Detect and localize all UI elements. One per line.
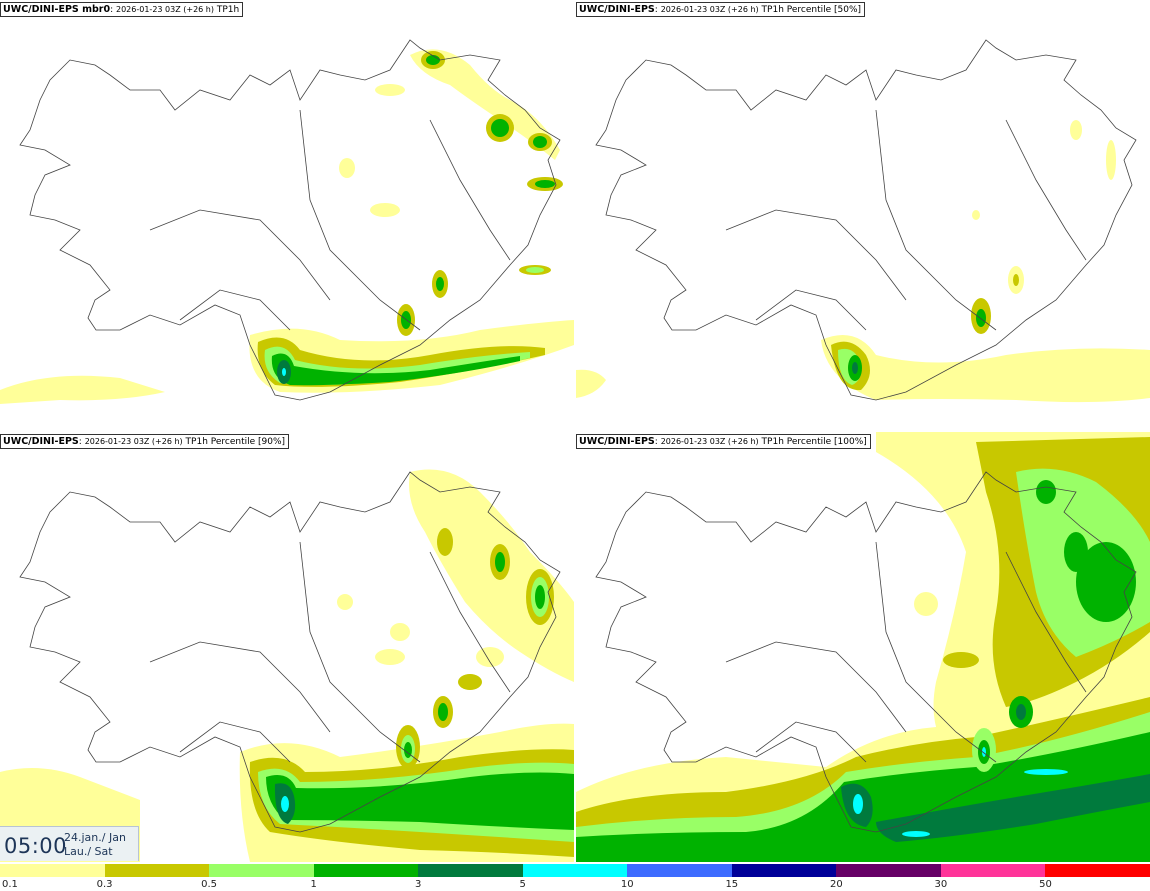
run-timestamp: 2026-01-23 03Z (+26 h) — [660, 437, 759, 446]
map-canvas — [0, 469, 574, 862]
model-source: UWC/DINI-EPS — [579, 4, 655, 15]
legend-tick-label: 50 — [1039, 879, 1052, 890]
color-legend: 0.1 0.3 0.5 1 3 5 10 15 20 30 50 — [0, 862, 1150, 891]
precip-field — [0, 49, 574, 404]
iceland-outline — [595, 39, 1137, 401]
precip-field — [576, 432, 1150, 862]
valid-time-box: 05:00 24.jan./ Jan Lau./ Sat — [0, 826, 139, 861]
map-panel-p90: UWC/DINI-EPS: 2026-01-23 03Z (+26 h) TP1… — [0, 432, 574, 862]
field-name: TP1h — [216, 5, 240, 15]
legend-swatch — [627, 864, 733, 877]
legend-swatch — [0, 864, 106, 877]
legend-swatch — [418, 864, 524, 877]
legend-tick-label: 30 — [934, 879, 948, 890]
legend-swatch — [836, 864, 942, 877]
run-timestamp: 2026-01-23 03Z (+26 h) — [116, 5, 214, 14]
legend-tick-label: 0.3 — [96, 879, 113, 890]
valid-time: 05:00 — [4, 834, 68, 858]
precip-field — [576, 120, 1150, 403]
field-name: TP1h Percentile [90%] — [185, 437, 286, 447]
legend-tick-label: 3 — [414, 879, 422, 890]
legend-tick-label: 0.5 — [201, 879, 218, 890]
map-canvas — [576, 432, 1150, 862]
map-panel-p50: UWC/DINI-EPS: 2026-01-23 03Z (+26 h) TP1… — [576, 0, 1150, 430]
run-timestamp: 2026-01-23 03Z (+26 h) — [660, 5, 759, 14]
model-source: UWC/DINI-EPS — [579, 436, 655, 447]
legend-swatch — [1045, 864, 1150, 877]
legend-tick-label: 1 — [310, 879, 317, 890]
legend-swatch — [209, 864, 315, 877]
legend-tick-label: 15 — [725, 879, 739, 890]
iceland-outline — [19, 471, 561, 833]
valid-weekday: Lau./ Sat — [64, 845, 113, 858]
field-name: TP1h Percentile [100%] — [761, 437, 867, 447]
legend-swatch — [940, 864, 1046, 877]
panel-title: UWC/DINI-EPS mbr0: 2026-01-23 03Z (+26 h… — [0, 2, 244, 17]
legend-tick-label: 0.1 — [2, 879, 18, 890]
iceland-outline — [19, 39, 561, 401]
map-canvas — [0, 39, 574, 404]
legend-swatch — [313, 864, 419, 877]
legend-tick-label: 10 — [620, 879, 634, 890]
legend-swatch — [522, 864, 628, 877]
precip-field — [0, 469, 574, 862]
model-source: UWC/DINI-EPS mbr0 — [3, 4, 111, 15]
panel-title: UWC/DINI-EPS: 2026-01-23 03Z (+26 h) TP1… — [0, 434, 290, 449]
model-source: UWC/DINI-EPS — [3, 436, 79, 447]
legend-tick-label: 5 — [519, 879, 526, 890]
legend-swatch — [731, 864, 837, 877]
panel-title: UWC/DINI-EPS: 2026-01-23 03Z (+26 h) TP1… — [576, 2, 866, 17]
valid-date: 24.jan./ Jan — [64, 831, 126, 844]
map-panel-p100: UWC/DINI-EPS: 2026-01-23 03Z (+26 h) TP1… — [576, 432, 1150, 862]
panel-divider-horizontal — [0, 430, 1150, 432]
panel-title: UWC/DINI-EPS: 2026-01-23 03Z (+26 h) TP1… — [576, 434, 871, 449]
legend-swatch — [104, 864, 210, 877]
legend-tick-label: 20 — [829, 879, 843, 890]
field-name: TP1h Percentile [50%] — [761, 5, 862, 15]
iceland-outline — [595, 471, 1137, 833]
map-canvas — [576, 39, 1150, 403]
run-timestamp: 2026-01-23 03Z (+26 h) — [84, 437, 183, 446]
map-panel-mbr0: UWC/DINI-EPS mbr0: 2026-01-23 03Z (+26 h… — [0, 0, 574, 430]
